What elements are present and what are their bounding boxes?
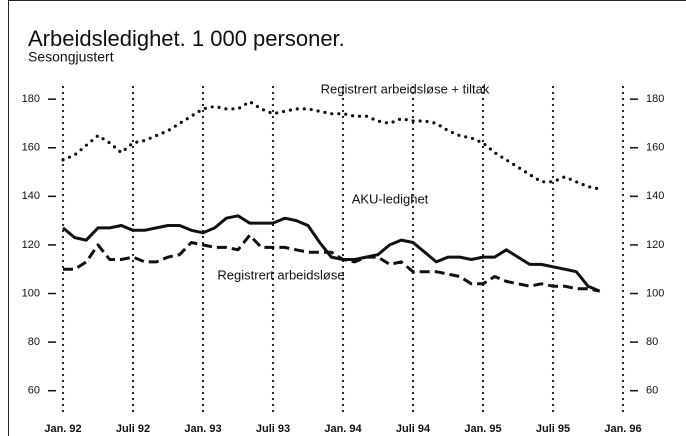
series-line bbox=[62, 214, 601, 293]
chart-subtitle: Sesongjustert bbox=[28, 49, 114, 65]
series-label: AKU-ledighet bbox=[352, 191, 429, 206]
y-tick-label: 140 bbox=[22, 190, 40, 202]
y-tick-label-right: 80 bbox=[646, 336, 658, 348]
y-tick-label-right: 160 bbox=[646, 142, 664, 154]
chart-title: Arbeidsledighet. 1 000 personer. bbox=[28, 26, 345, 51]
series-label: Registrert arbeidsløse + tiltak bbox=[321, 81, 490, 96]
y-tick-label: 160 bbox=[22, 142, 40, 154]
y-tick-label: 80 bbox=[28, 336, 40, 348]
y-tick-label: 120 bbox=[22, 239, 40, 251]
x-tick-label: Jan. 96 bbox=[604, 423, 641, 435]
y-tick-label-right: 60 bbox=[646, 385, 658, 397]
series-line bbox=[63, 233, 601, 293]
x-tick-label: Juli 95 bbox=[536, 423, 570, 435]
y-tick-label: 60 bbox=[28, 385, 40, 397]
series-line bbox=[61, 100, 602, 191]
y-tick-label-right: 120 bbox=[646, 239, 664, 251]
x-tick-label: Jan. 95 bbox=[464, 423, 501, 435]
series-label: Registrert arbeidsløse bbox=[217, 267, 344, 282]
y-tick-label-right: 100 bbox=[646, 287, 664, 299]
x-tick-label: Juli 94 bbox=[396, 423, 431, 435]
x-tick-label: Jan. 94 bbox=[324, 423, 362, 435]
y-tick-label: 100 bbox=[22, 287, 40, 299]
y-tick-label-right: 140 bbox=[646, 190, 664, 202]
y-tick-label: 180 bbox=[22, 93, 40, 105]
y-tick-label-right: 180 bbox=[646, 93, 664, 105]
x-tick-label: Jan. 93 bbox=[184, 423, 221, 435]
x-tick-label: Jan. 92 bbox=[44, 423, 81, 435]
x-tick-label: Juli 93 bbox=[256, 423, 290, 435]
x-tick-label: Juli 92 bbox=[116, 423, 150, 435]
